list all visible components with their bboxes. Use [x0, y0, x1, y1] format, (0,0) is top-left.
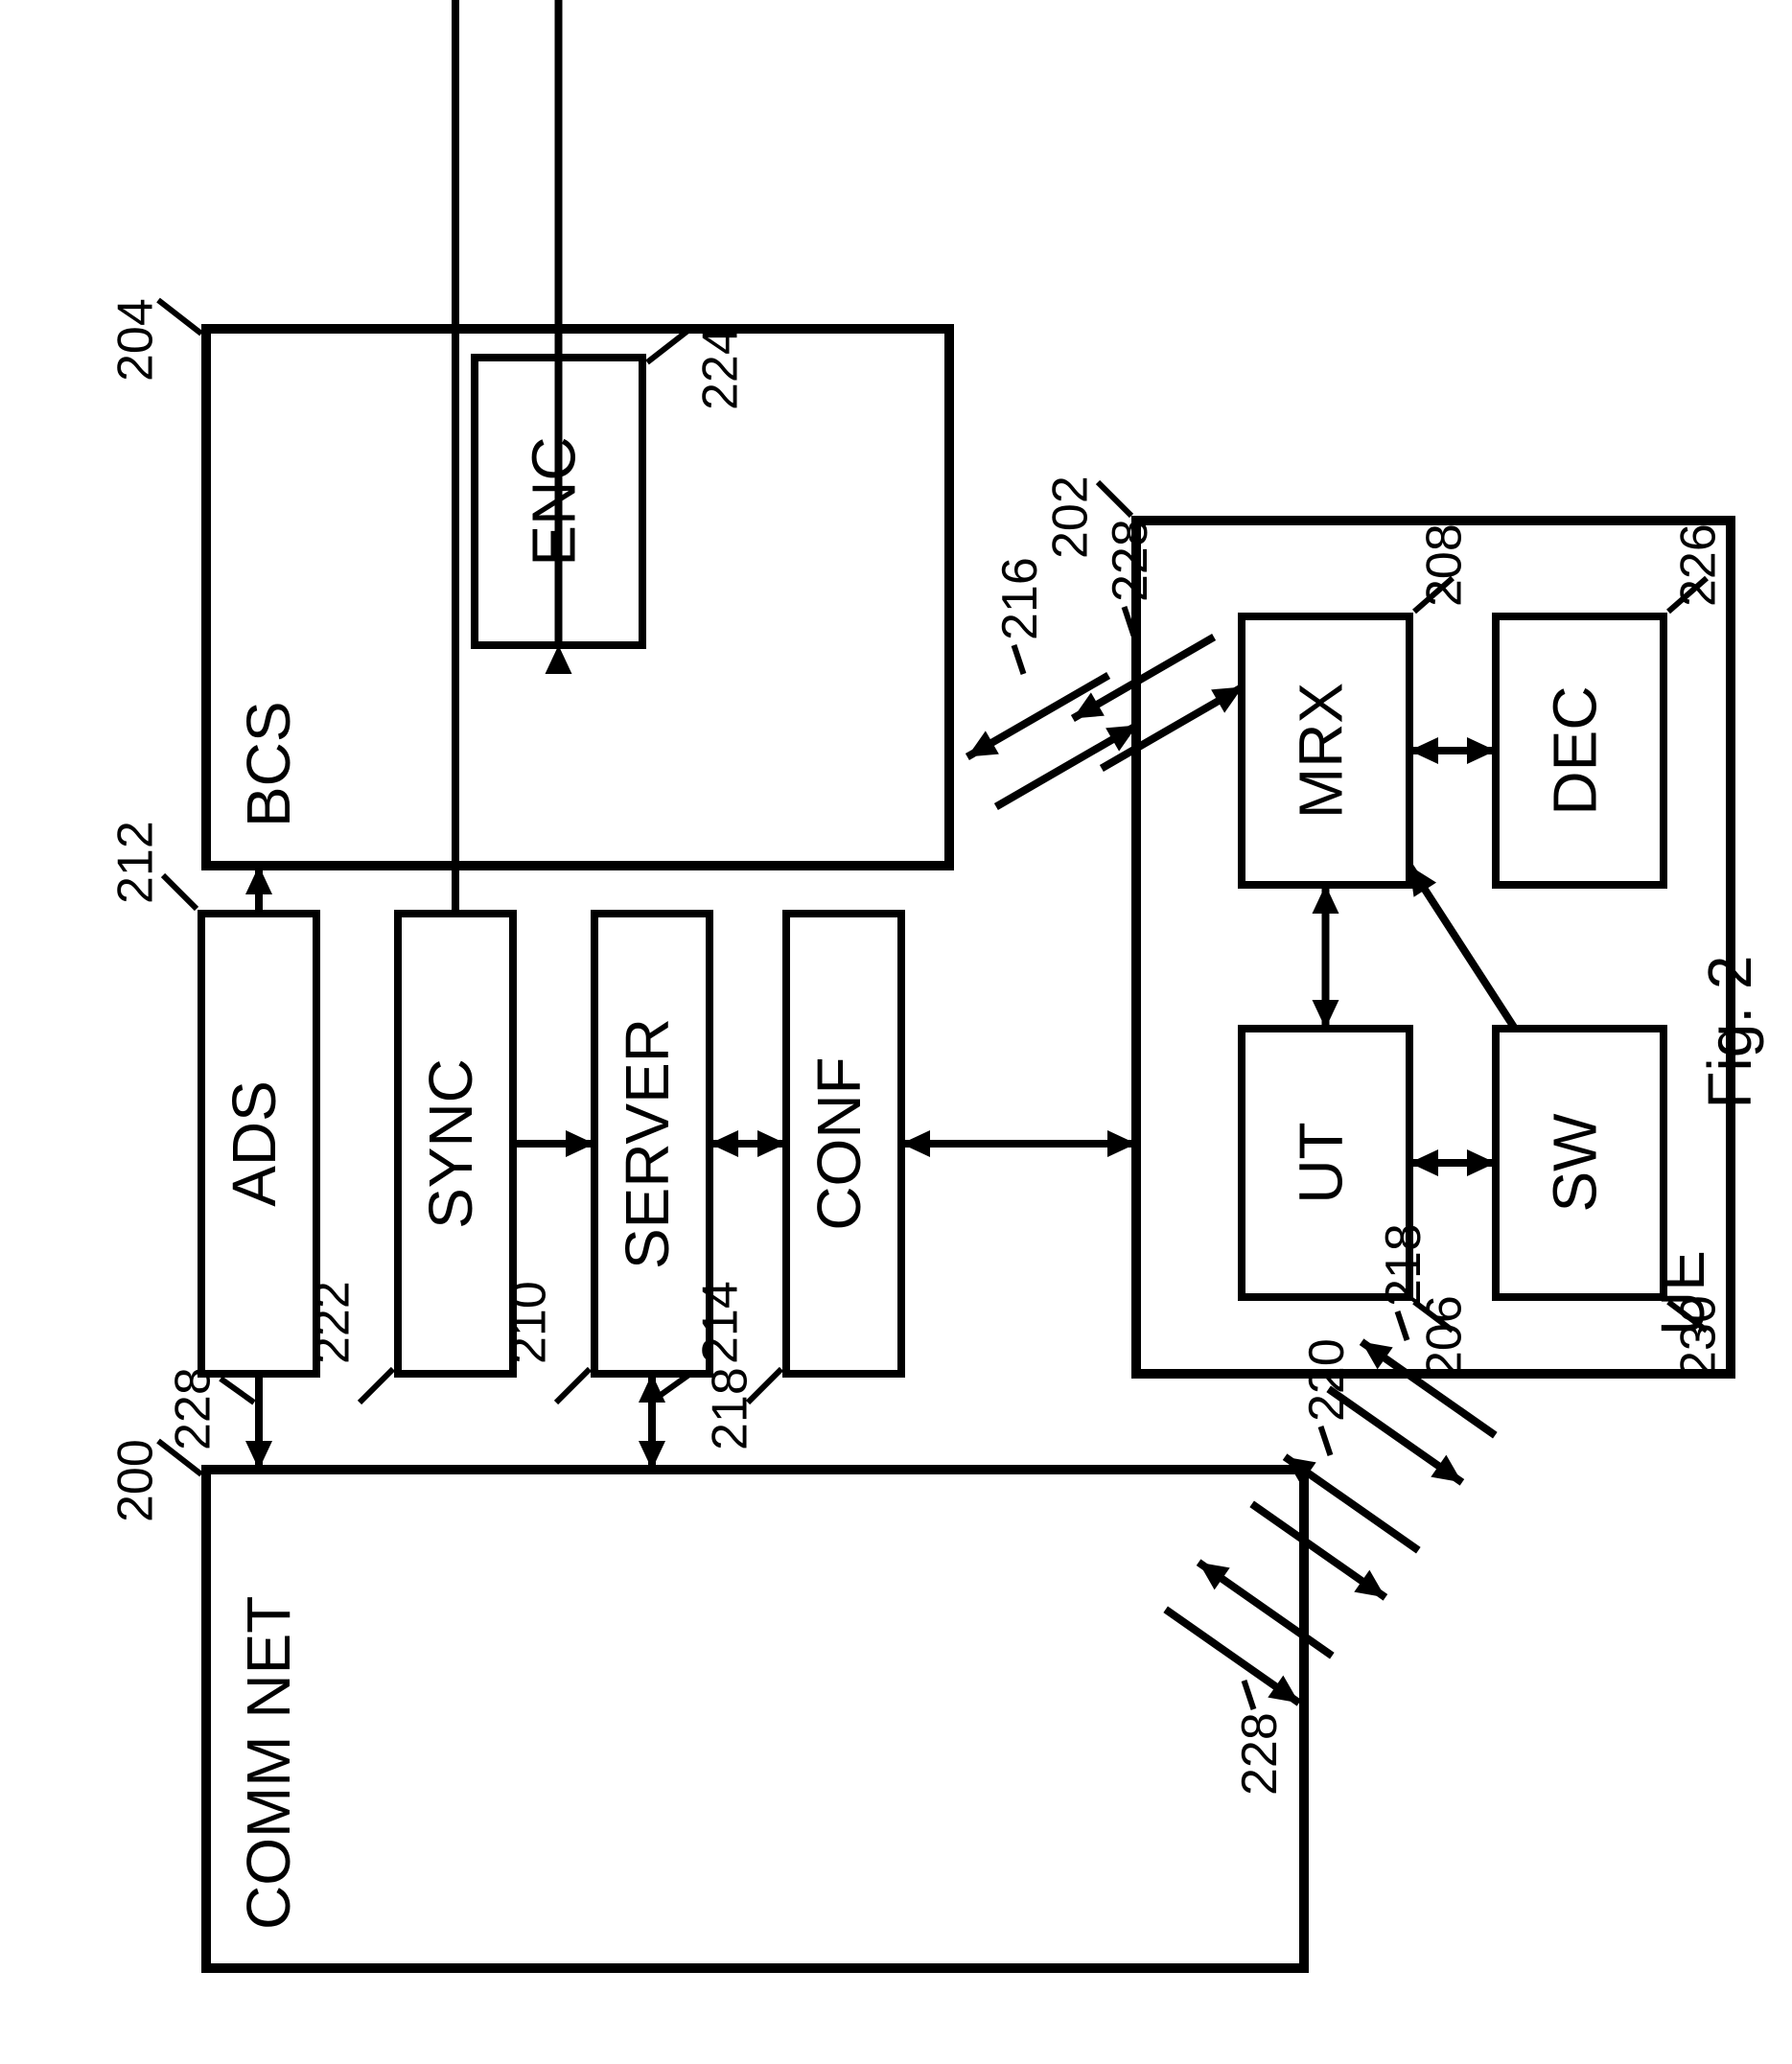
- figure-label: Fig. 2: [1695, 955, 1764, 1108]
- enc-ref-num: 224: [693, 327, 749, 410]
- conf-ref-num: 214: [693, 1281, 749, 1364]
- sw-ref-num: 230: [1671, 1295, 1727, 1379]
- server-comm-218-num: 218: [703, 1367, 758, 1450]
- wl-228b-num: 228: [1103, 519, 1158, 602]
- wl-218-num: 218: [1376, 1223, 1431, 1307]
- dec-ref-num: 226: [1671, 523, 1727, 607]
- enc-label: ENC: [519, 436, 588, 566]
- sync-label: SYNC: [416, 1058, 485, 1229]
- mrx-label: MRX: [1286, 683, 1355, 819]
- bcs-ref-num: 204: [108, 298, 164, 382]
- mrx-ref-num: 208: [1417, 523, 1473, 607]
- server-ref-num: 210: [501, 1281, 557, 1364]
- sw-label: SW: [1540, 1113, 1609, 1213]
- ut-ref-num: 206: [1417, 1295, 1473, 1379]
- bcs-label: BCS: [234, 701, 303, 827]
- conf-label: CONF: [804, 1056, 873, 1230]
- comm-net-ref-num: 200: [108, 1439, 164, 1522]
- ut-label: UT: [1286, 1122, 1355, 1203]
- wl-220-num: 220: [1299, 1338, 1355, 1422]
- sync-ref-num: 222: [305, 1281, 361, 1364]
- comm-net-label: COMM NET: [234, 1596, 303, 1930]
- ads-label: ADS: [220, 1080, 289, 1207]
- wl-228a-num: 228: [1232, 1712, 1288, 1796]
- ue-ref-num: 202: [1043, 475, 1099, 559]
- ads-ref-num: 212: [108, 821, 164, 904]
- wl-216-num: 216: [992, 557, 1048, 640]
- server-label: SERVER: [613, 1018, 682, 1269]
- dec-label: DEC: [1540, 685, 1609, 815]
- ads-comm-228-num: 228: [166, 1367, 221, 1450]
